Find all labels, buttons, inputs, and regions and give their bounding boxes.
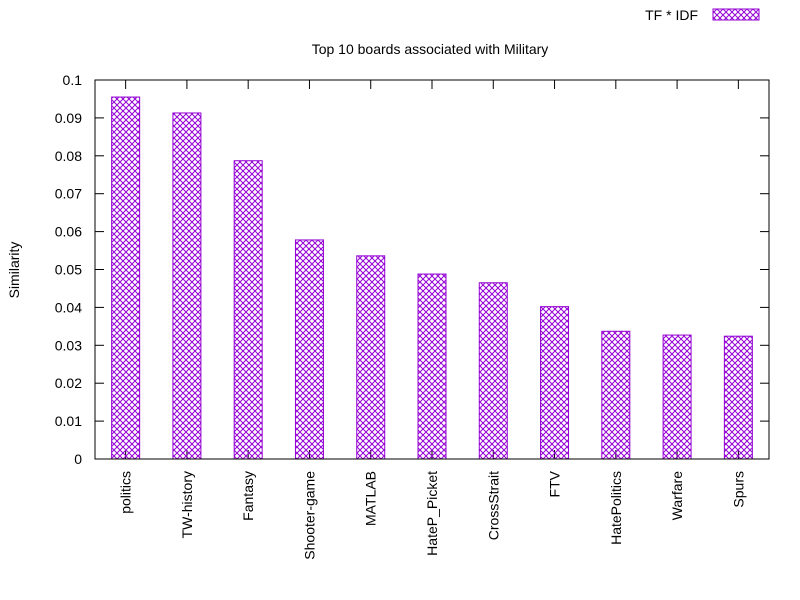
y-tick-label: 0.06: [55, 224, 82, 240]
bar-fantasy: [233, 160, 263, 460]
x-tick-label: Warfare: [669, 471, 685, 520]
legend-swatch: [712, 8, 760, 21]
bar-politics: [111, 96, 141, 460]
bar-spurs: [723, 335, 753, 460]
x-tick-label: TW-history: [179, 471, 195, 538]
x-tick-label: MATLAB: [363, 471, 379, 526]
y-tick-label: 0.02: [55, 375, 82, 391]
bar-tw-history: [172, 112, 202, 460]
x-tick-label: politics: [118, 471, 134, 514]
x-tick-label: CrossStrait: [485, 471, 501, 540]
legend: TF * IDF: [645, 7, 760, 23]
y-tick-label: 0.03: [55, 337, 82, 353]
bars: [111, 96, 753, 460]
axis-ticks: 0 0.01 0.02 0.03 0.04 0.05 0.06 0.07 0.08 0.09 0.1…: [55, 72, 769, 560]
x-tick-label: HateP_Picket: [424, 471, 440, 556]
y-axis-label: Similarity: [6, 242, 22, 299]
y-tick-label: 0.07: [55, 186, 82, 202]
chart-title: Top 10 boards associated with Military: [312, 41, 549, 57]
y-tick-label: 0: [74, 451, 82, 467]
x-tick-label: FTV: [547, 470, 563, 497]
x-tick-label: Fantasy: [240, 471, 256, 521]
bar-crossstrait: [478, 282, 508, 460]
plot-frame: [94, 79, 770, 460]
bar-hatepolitics: [601, 330, 631, 460]
bar-matlab: [356, 255, 386, 460]
y-tick-label: 0.1: [63, 72, 83, 88]
y-tick-label: 0.08: [55, 148, 82, 164]
x-tick-label: HatePolitics: [608, 471, 624, 545]
bar-warfare: [662, 334, 692, 460]
x-tick-label: Spurs: [730, 471, 746, 508]
y-tick-label: 0.04: [55, 299, 82, 315]
legend-label: TF * IDF: [645, 7, 698, 23]
bar-hatep-picket: [417, 273, 447, 460]
y-tick-label: 0.09: [55, 110, 82, 126]
bar-shooter-game: [294, 239, 324, 460]
x-tick-label: Shooter-game: [301, 471, 317, 560]
y-tick-label: 0.01: [55, 413, 82, 429]
y-tick-label: 0.05: [55, 262, 82, 278]
bar-ftv: [540, 306, 570, 460]
